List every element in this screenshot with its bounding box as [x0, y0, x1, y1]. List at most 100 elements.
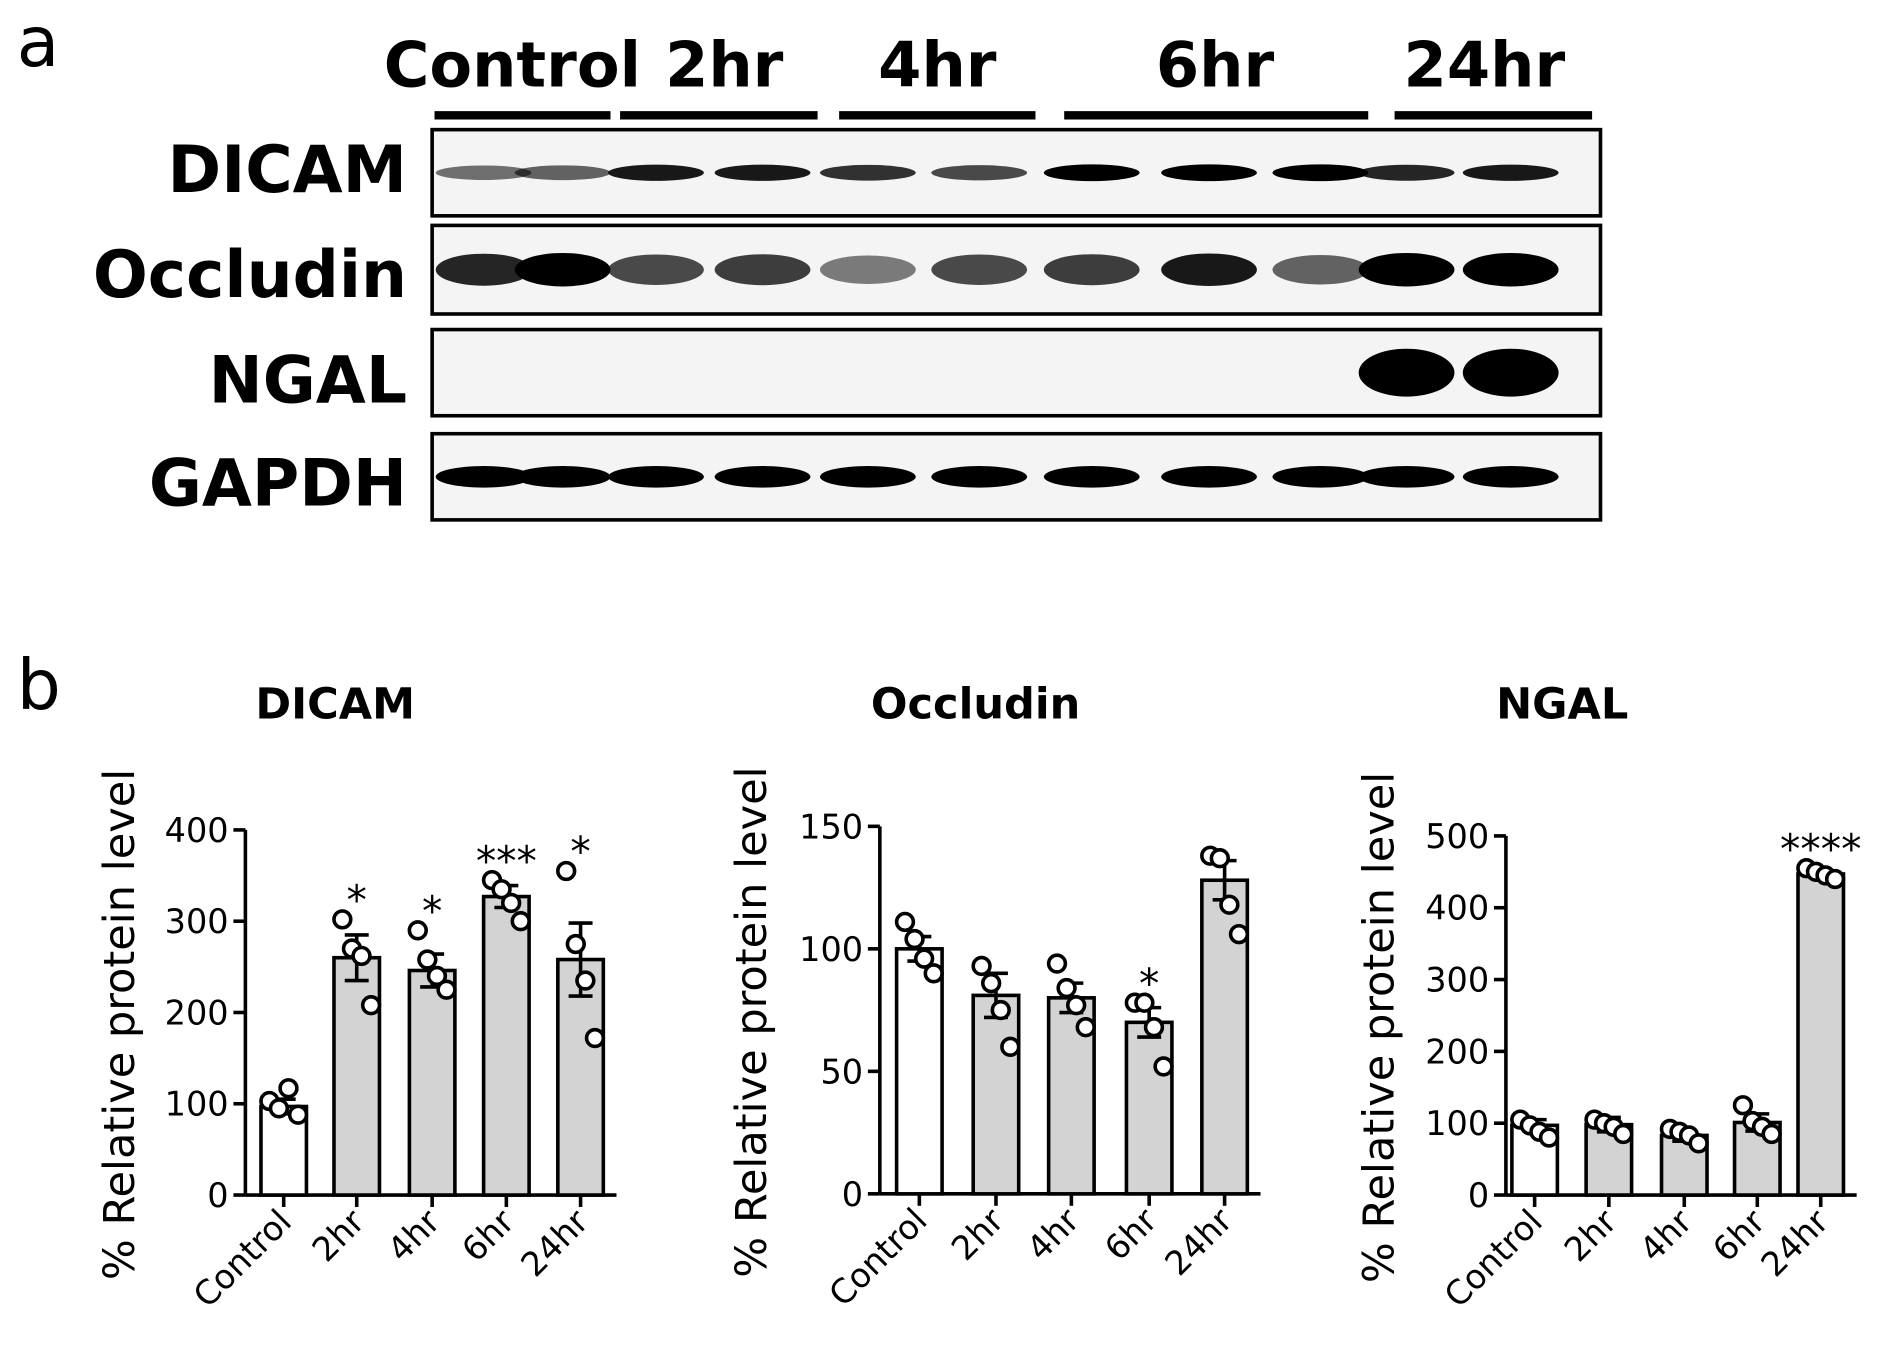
- band: [931, 466, 1028, 488]
- lane-label: 4hr: [878, 29, 997, 102]
- data-point: [980, 972, 1002, 994]
- data-point: [351, 945, 372, 967]
- band: [1161, 164, 1257, 182]
- data-point: [1732, 1095, 1754, 1116]
- chart-title: Occludin: [871, 680, 1080, 730]
- band: [608, 254, 704, 285]
- band: [1358, 466, 1455, 488]
- data-point: [510, 911, 531, 932]
- data-point: [923, 963, 944, 984]
- lane-label: 2hr: [665, 29, 784, 102]
- lane-label: 24hr: [1404, 29, 1566, 102]
- y-tick-label: 300: [165, 902, 229, 941]
- row-label: Occludin: [93, 238, 407, 313]
- band: [1462, 466, 1559, 488]
- bar: [1796, 872, 1846, 1197]
- band: [1462, 164, 1559, 181]
- band: [1272, 254, 1369, 285]
- band: [1272, 466, 1369, 488]
- significance: ****: [1780, 825, 1861, 873]
- x-tick-label: 4hr: [1019, 1200, 1087, 1268]
- bar: [556, 957, 606, 1197]
- band: [1161, 253, 1257, 286]
- lane-label: 6hr: [1156, 29, 1275, 102]
- data-point: [1000, 1036, 1021, 1058]
- band: [714, 466, 811, 488]
- y-tick-label: 300: [1425, 961, 1489, 1000]
- x-tick-label: Control: [821, 1201, 934, 1314]
- bar: [1124, 1020, 1174, 1196]
- data-point: [1613, 1123, 1634, 1145]
- band: [1358, 348, 1455, 397]
- band: [714, 164, 811, 181]
- y-axis-label: % Relative protein level: [727, 766, 777, 1277]
- panel-label: a: [17, 3, 60, 83]
- data-point: [1046, 953, 1068, 974]
- row-label: DICAM: [168, 133, 407, 208]
- data-point: [1153, 1056, 1174, 1077]
- band: [608, 164, 704, 181]
- data-point: [278, 1078, 299, 1099]
- bar: [332, 955, 382, 1197]
- significance: *: [1139, 960, 1159, 1008]
- x-tick-label: 24hr: [1753, 1202, 1836, 1285]
- bar: [481, 894, 531, 1197]
- y-tick-label: 100: [1425, 1104, 1489, 1143]
- data-point: [894, 911, 916, 933]
- chart-title: DICAM: [255, 680, 415, 730]
- data-point: [417, 949, 438, 970]
- data-point: [990, 999, 1011, 1021]
- data-point: [1824, 868, 1846, 890]
- data-point: [1761, 1123, 1782, 1145]
- y-tick-label: 400: [1425, 889, 1489, 928]
- band: [1358, 252, 1455, 287]
- data-point: [436, 979, 457, 1000]
- band: [435, 253, 532, 286]
- data-point: [1065, 995, 1087, 1016]
- band: [1161, 466, 1257, 488]
- row-label: GAPDH: [149, 447, 407, 522]
- data-point: [1228, 923, 1250, 945]
- data-point: [268, 1098, 290, 1119]
- band: [435, 466, 532, 488]
- band: [819, 164, 916, 181]
- lane-label: Control: [384, 29, 641, 102]
- data-point: [1219, 894, 1240, 915]
- band: [514, 466, 611, 488]
- band: [819, 466, 916, 488]
- data-point: [565, 933, 586, 955]
- bar: [407, 968, 457, 1197]
- data-point: [584, 1027, 606, 1049]
- row-label: NGAL: [209, 344, 407, 419]
- y-tick-label: 0: [842, 1175, 863, 1214]
- data-point: [556, 860, 577, 882]
- data-point: [500, 892, 522, 914]
- x-tick-label: 4hr: [1632, 1202, 1700, 1270]
- y-tick-label: 100: [165, 1085, 229, 1124]
- y-tick-label: 0: [207, 1176, 228, 1215]
- band: [714, 254, 811, 286]
- y-tick-label: 50: [820, 1052, 863, 1091]
- x-tick-label: 2hr: [1557, 1202, 1625, 1270]
- band: [514, 165, 611, 181]
- y-tick-label: 200: [165, 993, 229, 1032]
- data-point: [971, 955, 992, 977]
- charts: DICAM % Relative protein level 0 100 200 300 4…: [95, 680, 1861, 1315]
- data-point: [1075, 1017, 1096, 1038]
- y-axis-label: % Relative protein level: [1354, 772, 1404, 1283]
- band: [1462, 348, 1559, 397]
- data-point: [1538, 1127, 1560, 1148]
- y-tick-label: 400: [165, 811, 229, 850]
- band: [1462, 252, 1559, 287]
- y-axis-label: % Relative protein level: [95, 769, 145, 1280]
- x-tick-label: 24hr: [1157, 1200, 1240, 1283]
- y-tick-label: 150: [799, 807, 863, 846]
- x-tick-label: 2hr: [944, 1200, 1012, 1268]
- x-tick-label: Control: [1437, 1202, 1550, 1315]
- chart-title: NGAL: [1496, 680, 1628, 730]
- band: [1043, 164, 1140, 182]
- band: [1272, 164, 1369, 182]
- y-tick-label: 0: [1468, 1176, 1489, 1215]
- data-point: [904, 928, 925, 950]
